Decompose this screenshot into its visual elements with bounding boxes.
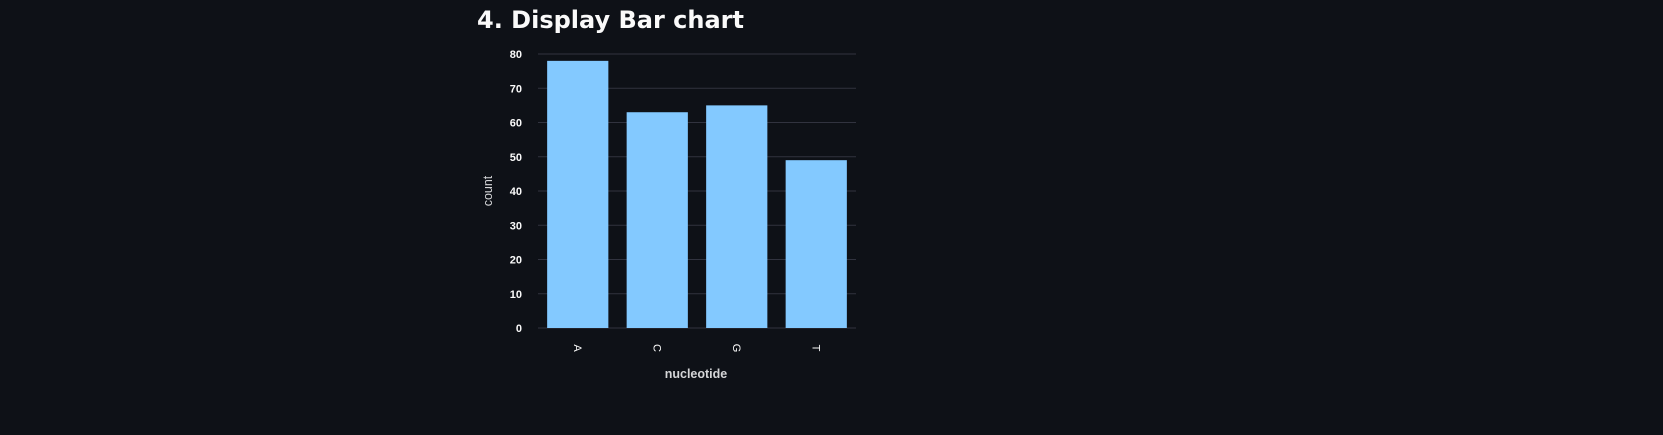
section-heading: 4. Display Bar chart	[477, 6, 744, 34]
bar-c	[626, 112, 688, 328]
y-tick-label: 20	[510, 255, 522, 267]
axis-layer: 0 10 20 30 40 50 60 70 80 A C G T	[510, 49, 822, 352]
x-tick-label: T	[809, 345, 821, 352]
bar-g	[706, 105, 768, 328]
x-tick-label: A	[571, 344, 583, 352]
y-tick-label: 60	[510, 118, 522, 130]
bar-layer	[547, 60, 847, 328]
y-tick-label: 80	[510, 49, 522, 61]
y-tick-label: 50	[510, 152, 522, 164]
y-tick-label: 30	[510, 220, 522, 232]
y-tick-label: 0	[516, 323, 522, 335]
y-tick-label: 10	[510, 289, 522, 301]
x-tick-label: G	[730, 344, 742, 353]
y-tick-label: 70	[510, 83, 522, 95]
y-tick-label: 40	[510, 186, 522, 198]
y-axis-title: count	[481, 175, 495, 206]
bar-t	[785, 160, 847, 328]
x-tick-label: C	[650, 344, 662, 352]
bar-a	[547, 60, 609, 328]
x-axis-title: nucleotide	[665, 367, 728, 381]
